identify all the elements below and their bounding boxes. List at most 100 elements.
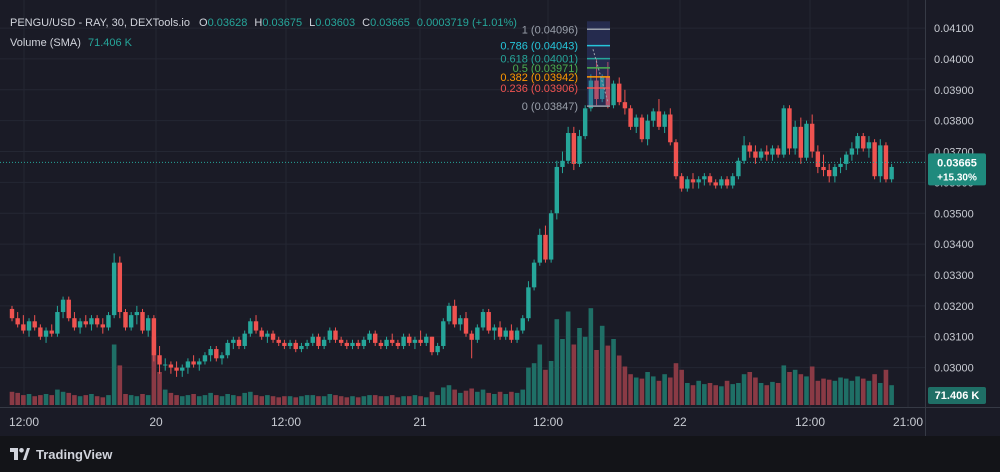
candle-body <box>560 160 565 167</box>
volume-bar <box>730 384 736 405</box>
low-label: L <box>309 17 316 29</box>
candle-body <box>446 305 452 322</box>
candle-body <box>514 330 520 340</box>
candle-body <box>679 176 684 189</box>
candle-body <box>741 145 747 161</box>
time-tick-label: 12:00 <box>795 415 825 429</box>
candle-body <box>690 179 696 183</box>
tradingview-logo[interactable]: TradingView <box>10 447 112 462</box>
candle-body <box>367 333 372 340</box>
volume-bar <box>497 391 503 405</box>
time-tick-label: 21:00 <box>893 415 923 429</box>
candle-body <box>390 339 395 343</box>
candle-body <box>651 111 656 121</box>
volume-bar <box>571 344 577 405</box>
volume-bar <box>435 395 440 405</box>
volume-bar <box>282 396 287 405</box>
volume-bar <box>582 336 588 405</box>
footer: TradingView <box>0 436 1000 472</box>
volume-bar <box>276 397 282 405</box>
volume-bar <box>702 384 707 405</box>
volume-bar <box>242 392 247 405</box>
candle-body <box>849 148 855 155</box>
candle-body <box>543 234 548 260</box>
candle-body <box>497 327 503 337</box>
volume-bar <box>599 325 605 405</box>
candle-body <box>219 355 225 359</box>
candle-body <box>577 136 582 164</box>
candle-body <box>809 123 815 152</box>
volume-bar <box>185 395 191 405</box>
volume-bar <box>310 395 316 405</box>
candle-body <box>861 136 866 149</box>
price-axis: 0.03000 0.03100 0.03200 0.03300 0.03400 0.035… <box>934 23 974 375</box>
candlesticks <box>9 58 894 377</box>
volume-bar <box>787 372 792 405</box>
candle-body <box>231 339 236 343</box>
volume-bar <box>520 389 526 405</box>
candle-body <box>486 312 491 331</box>
volume-bar <box>645 372 650 405</box>
volume-bar <box>321 396 327 405</box>
volume-bar <box>299 396 304 405</box>
volume-bar <box>622 366 628 405</box>
volume-bar <box>696 380 701 405</box>
candle-body <box>55 312 60 334</box>
candle-body <box>72 318 77 328</box>
volume-bar <box>327 394 333 405</box>
candle-body <box>605 77 611 106</box>
time-tick-label: 12:00 <box>533 415 563 429</box>
volume-bar <box>605 345 611 405</box>
volume-bar <box>43 394 49 405</box>
candle-body <box>248 321 253 334</box>
high-value: 0.03675 <box>262 17 303 29</box>
volume-bar <box>764 385 770 405</box>
candle-body <box>548 213 554 260</box>
candle-body <box>781 108 786 155</box>
volume-bar <box>855 376 860 405</box>
volume-bar <box>117 365 123 405</box>
volume-bar <box>196 396 202 405</box>
volume-bar <box>248 391 253 405</box>
candle-body <box>225 342 230 356</box>
volume-bar <box>179 396 185 405</box>
volume-bar <box>423 397 429 405</box>
volume-bar <box>588 308 594 405</box>
volume-bar <box>463 390 469 405</box>
candle-body <box>520 318 525 331</box>
volume-bar <box>741 374 747 405</box>
candle-body <box>463 318 469 334</box>
candle-body <box>656 111 662 127</box>
candle-body <box>9 308 15 319</box>
candle-body <box>815 151 821 167</box>
volume-bar <box>753 377 758 405</box>
volume-bar <box>412 395 418 405</box>
volume-sma-badge-value: 71.406 K <box>935 390 980 402</box>
ohlc-legend: PENGU/USD - RAY, 30, DEXTools.io O0.0362… <box>10 16 517 36</box>
volume-bar <box>781 365 787 405</box>
volume-bar <box>140 394 145 405</box>
candle-body <box>855 136 860 149</box>
candle-body <box>537 234 542 263</box>
candle-body <box>719 179 724 186</box>
volume-bar <box>548 361 554 405</box>
price-chart[interactable]: 1 (0.04096) 0.786 (0.04043)0.618 (0.04001… <box>0 0 1000 436</box>
candle-body <box>253 321 259 331</box>
fib-level-label: 0 (0.03847) <box>522 101 578 113</box>
volume-bar <box>565 311 571 405</box>
candle-body <box>287 342 293 346</box>
candle-body <box>582 108 588 137</box>
open-value: 0.03628 <box>207 17 248 29</box>
time-tick-label: 22 <box>673 415 687 429</box>
candle-body <box>282 342 287 346</box>
candle-body <box>724 179 730 186</box>
volume-bar <box>21 395 26 405</box>
candle-body <box>373 333 378 343</box>
volume-bar <box>168 392 174 405</box>
fib-level-label: 0.236 (0.03906) <box>500 83 578 95</box>
candle-body <box>338 339 344 343</box>
candle-body <box>60 299 66 313</box>
volume-bar <box>333 395 338 405</box>
volume-bar <box>668 377 673 405</box>
volume-bar <box>713 385 718 405</box>
